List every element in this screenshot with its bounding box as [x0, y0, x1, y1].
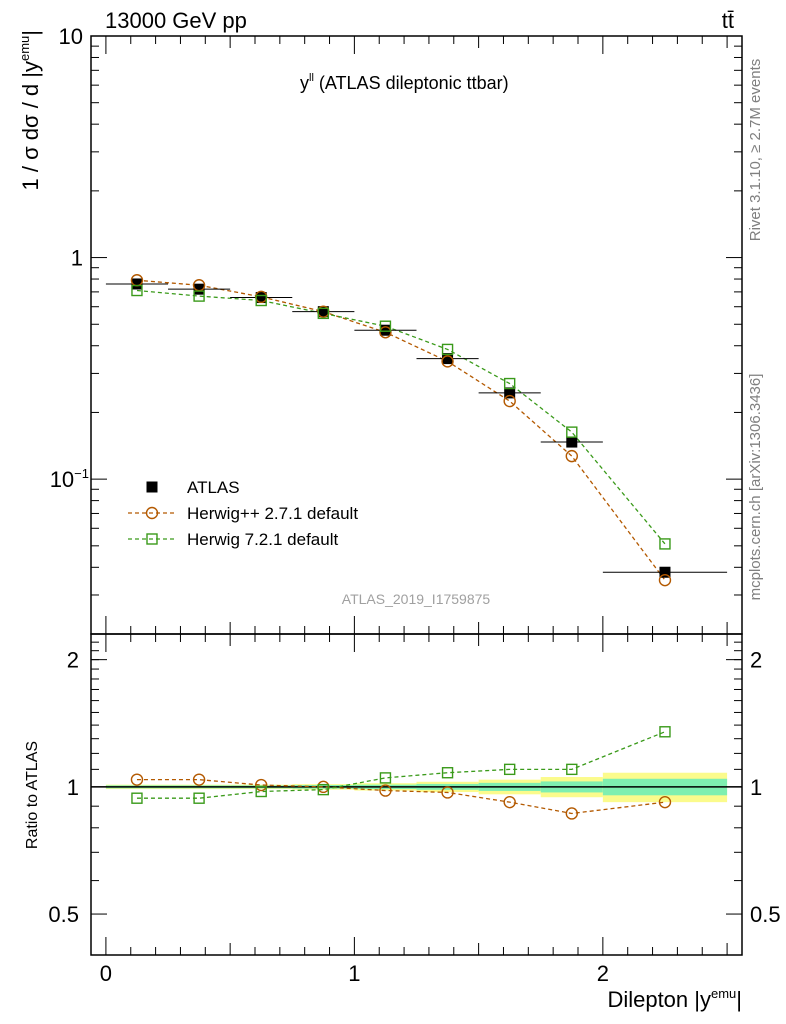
mc-series-1-point — [379, 326, 392, 339]
legend-label: Herwig++ 2.7.1 default — [187, 504, 358, 523]
mc-series-2-point — [193, 290, 205, 302]
ratio-series-0-point — [379, 784, 392, 797]
legend: ATLAS Herwig++ 2.7.1 default Herwig 7.2.1 … — [128, 478, 358, 549]
main-y-tick-label: 10−1 — [50, 466, 89, 492]
x-tick-label: 0 — [100, 961, 112, 986]
main-y-tick-label: 1 — [71, 246, 83, 271]
ratio-series-1-point — [441, 767, 454, 779]
atlas-data-point — [659, 566, 671, 578]
legend-marker-point — [146, 481, 158, 493]
ratio-series-1-point — [131, 792, 143, 804]
atlas-data-point — [317, 306, 329, 318]
ratio-series-1-point — [379, 772, 392, 784]
x-tick-label: 1 — [348, 961, 360, 986]
ratio-series-1-point — [659, 726, 671, 738]
atlas-data-point — [442, 353, 454, 365]
header-process-label: 13000 GeV pp — [105, 8, 247, 33]
atlas-data-point — [504, 387, 516, 399]
ratio-series-1-point — [503, 763, 516, 776]
ratio-series-0-point — [503, 795, 516, 809]
legend-marker-point — [146, 533, 158, 545]
main-panel: yll (ATLAS dileptonic ttbar) ATLAS_2019_… — [17, 24, 743, 635]
main-y-tick-label-base: 10 — [50, 467, 74, 492]
ratio-series-1-point — [255, 785, 267, 798]
analysis-watermark: ATLAS_2019_I1759875 — [342, 591, 491, 607]
ratio-series-0-point — [130, 773, 144, 786]
x-tick-label: 2 — [597, 961, 609, 986]
ratio-y-tick-label-right: 1 — [750, 775, 762, 800]
plot-title: yll (ATLAS dileptonic ttbar) — [300, 72, 509, 93]
plot-title-sup: ll — [309, 72, 314, 84]
main-y-axis-label: 1 / σ dσ / d |yemu| — [17, 30, 43, 191]
mc-series-1-point — [441, 355, 454, 368]
main-series-line-2 — [136, 289, 666, 545]
mc-series-2-point — [131, 284, 143, 297]
ratio-series-0-point — [441, 786, 454, 799]
ratio-axis-ticks: 0.5 0.5 1 1 2 2 0 1 2 — [48, 634, 781, 986]
ratio-series-0-point — [658, 795, 672, 809]
legend-label: ATLAS — [187, 478, 240, 497]
ratio-y-tick-label-right: 2 — [750, 648, 762, 673]
ratio-series-1-point — [317, 783, 330, 796]
x-axis-label-sup: emu — [711, 986, 736, 1001]
atlas-data-point — [379, 324, 391, 336]
ratio-series-1-point — [193, 792, 205, 804]
mc-series-2-point — [566, 426, 578, 438]
main-y-tick-label: 10 — [59, 24, 83, 49]
atlas-data-point — [131, 278, 143, 290]
ratio-panel: 0.5 0.5 1 1 2 2 0 1 2 Ratio to ATLAS Dilepton |y… — [24, 633, 781, 1012]
mcplots-label: mcplots.cern.ch [arXiv:1306.3436] — [747, 374, 764, 601]
plot-title-rest: (ATLAS dileptonic ttbar) — [314, 73, 509, 93]
ratio-data-layer — [130, 726, 672, 820]
ratio-y-tick-label: 2 — [67, 648, 79, 673]
atlas-data-point — [255, 292, 267, 304]
mc-series-2-point — [317, 307, 330, 320]
atlas-data-point — [566, 436, 578, 448]
mc-series-1-point — [503, 394, 516, 408]
main-data-layer — [105, 274, 728, 587]
ratio-series-0-point — [255, 778, 268, 792]
ratio-frame — [90, 633, 743, 956]
atlas-data-point — [193, 283, 205, 295]
main-y-axis-label-main: 1 / σ dσ / d |y — [18, 61, 43, 190]
legend-label: Herwig 7.2.1 default — [187, 530, 338, 549]
ratio-series-0-point — [192, 773, 206, 786]
ratio-y-axis-label: Ratio to ATLAS — [24, 741, 41, 849]
mc-series-2-point — [255, 294, 267, 307]
mc-series-2-point — [441, 343, 454, 356]
main-y-tick-label-exp: −1 — [74, 466, 89, 481]
mc-series-2-point — [379, 320, 392, 332]
main-y-axis-label-sup: emu — [17, 36, 32, 61]
ratio-y-tick-label-right: 0.5 — [750, 902, 781, 927]
mc-series-1-point — [565, 449, 578, 463]
legend-marker-point — [145, 506, 159, 520]
ratio-series-line-1 — [136, 731, 666, 799]
header-final-state-label: tt̄ — [722, 8, 734, 33]
x-axis-label-main: Dilepton |y — [607, 987, 711, 1012]
x-axis-label-end: | — [736, 987, 742, 1012]
mc-series-2-point — [659, 538, 671, 550]
rivet-version-label: Rivet 3.1.10, ≥ 2.7M events — [747, 59, 764, 242]
plot-title-main: y — [300, 73, 309, 93]
ratio-y-tick-label: 1 — [67, 775, 79, 800]
mc-series-1-point — [658, 573, 672, 587]
x-axis-label: Dilepton |yemu| — [607, 986, 742, 1012]
ratio-series-0-point — [565, 807, 578, 820]
ratio-series-1-point — [566, 763, 578, 776]
ratio-series-line-0 — [136, 779, 666, 815]
mc-series-2-point — [503, 377, 516, 390]
ratio-y-tick-label: 0.5 — [48, 902, 79, 927]
main-y-axis-label-end: | — [18, 30, 43, 36]
